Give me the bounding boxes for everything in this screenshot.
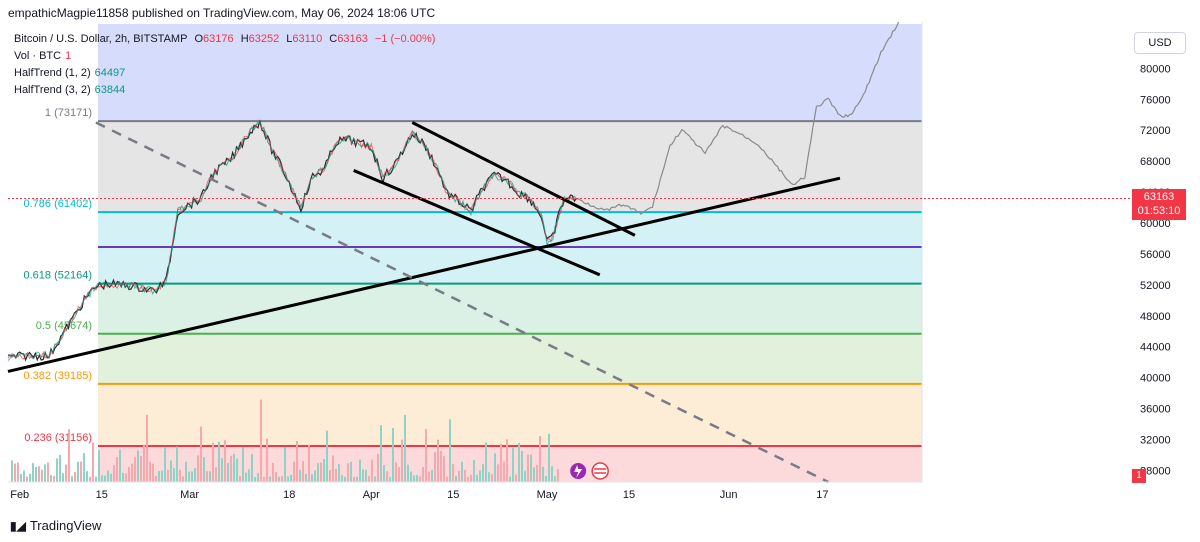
trendline-dashed-downtrend (95, 121, 829, 484)
price-tick-label: 56000 (1140, 249, 1171, 261)
currency-selector[interactable]: USD (1134, 32, 1186, 54)
fib-zone (98, 383, 922, 447)
alert-flag[interactable]: 1 (1132, 469, 1146, 483)
fib-label: 0.236 (31156) (24, 432, 92, 444)
fib-zone (98, 121, 922, 213)
fib-label: 0.5 (45674) (36, 320, 92, 332)
high-value: 63252 (248, 33, 280, 45)
price-path-down (7, 119, 577, 361)
legend-halftrend-2[interactable]: HalfTrend (3, 2) 63844 (14, 82, 439, 99)
legend-halftrend-1[interactable]: HalfTrend (1, 2) 64497 (14, 65, 439, 82)
lightning-glyph-icon (574, 465, 583, 478)
bar-countdown: 01:53:10 (1137, 205, 1181, 217)
chart-markers (8, 198, 1130, 480)
fib-zone (98, 333, 922, 384)
halftrend-1-value: 64497 (94, 67, 126, 79)
halftrend-2-value: 63844 (94, 84, 126, 96)
volume-label: Vol · BTC (14, 50, 62, 62)
open-label: O (194, 33, 204, 45)
footer-branding[interactable]: ▮◢ TradingView (10, 518, 101, 533)
fib-label: 0.382 (39185) (24, 370, 93, 382)
trendline-channel-lower (353, 169, 601, 277)
price-tick-label: 36000 (1140, 404, 1171, 416)
time-tick-label: Jun (720, 489, 738, 501)
time-tick-label: May (537, 489, 558, 501)
time-tick-label: Apr (363, 489, 380, 501)
brand-name: TradingView (29, 518, 102, 533)
time-tick-label: Mar (180, 489, 199, 501)
volume-value: 1 (65, 50, 72, 62)
tradingview-logo-icon: ▮◢ (10, 518, 26, 533)
trendline-channel-upper (411, 121, 636, 237)
time-tick-label: 15 (623, 489, 635, 501)
price-tick-label: 44000 (1140, 342, 1171, 354)
fib-zone (98, 24, 922, 122)
time-tick-label: 15 (96, 489, 108, 501)
price-axis: 8000076000720006800064000600005600052000… (921, 22, 1171, 482)
close-value: 63163 (337, 33, 368, 45)
time-tick-label: 18 (283, 489, 295, 501)
price-paths (7, 21, 900, 362)
price-path-up (7, 119, 577, 360)
halftrend-1-label: HalfTrend (1, 2) (14, 67, 91, 79)
price-tick-label: 80000 (1140, 63, 1171, 75)
last-price-value: 63163 (1143, 191, 1175, 203)
fib-zone (98, 246, 922, 284)
legend-volume-row[interactable]: Vol · BTC 1 (14, 48, 439, 65)
trendlines (7, 121, 841, 484)
change-value: −1 (−0.00%) (374, 33, 436, 45)
us-flag-event-icon (591, 462, 609, 480)
price-tick-label: 32000 (1140, 434, 1171, 446)
time-axis: Feb 15 Mar 18 Apr 15 May 15 Jun 17 (8, 481, 922, 501)
trendline-rising-support (7, 176, 841, 373)
last-price-tag: 63163 01:53:10 (1132, 189, 1186, 220)
low-label: L (286, 33, 293, 45)
fib-zone (98, 212, 922, 247)
price-tick-label: 68000 (1140, 156, 1171, 168)
fib-label: 0.786 (61402) (24, 198, 93, 210)
fib-zone (98, 283, 922, 334)
fib-label: 1 (73171) (45, 107, 92, 119)
price-tick-label: 52000 (1140, 280, 1171, 292)
close-label: C (329, 33, 338, 45)
price-tick-label: 60000 (1140, 218, 1171, 230)
legend-ohlc-row: Bitcoin / U.S. Dollar, 2h, BITSTAMP O631… (14, 31, 439, 48)
publish-header: empathicMagpie11858 published on Trading… (8, 6, 436, 20)
symbol-title[interactable]: Bitcoin / U.S. Dollar, 2h, BITSTAMP (14, 33, 188, 45)
high-label: H (240, 33, 249, 45)
price-tick-label: 28000 (1140, 465, 1171, 477)
volume-bars (11, 399, 559, 482)
fib-zone (98, 446, 922, 482)
time-tick-label: Feb (10, 489, 29, 501)
low-value: 63110 (292, 33, 323, 45)
time-tick-label: 15 (447, 489, 459, 501)
open-value: 63176 (203, 33, 234, 45)
price-tick-label: 72000 (1140, 125, 1171, 137)
chart-legend: Bitcoin / U.S. Dollar, 2h, BITSTAMP O631… (14, 31, 439, 99)
time-tick-label: 17 (816, 489, 828, 501)
fib-lines: 1 (73171) 0.786 (61402) 0.618 (52164) 0.5 (… (24, 107, 922, 448)
projection-path (576, 21, 900, 215)
price-tick-label: 48000 (1140, 311, 1171, 323)
fib-zones (98, 24, 922, 482)
halftrend-2-label: HalfTrend (3, 2) (14, 84, 91, 96)
fib-label: 0.618 (52164) (24, 270, 93, 282)
price-tick-label: 76000 (1140, 94, 1171, 106)
price-tick-label: 40000 (1140, 373, 1171, 385)
